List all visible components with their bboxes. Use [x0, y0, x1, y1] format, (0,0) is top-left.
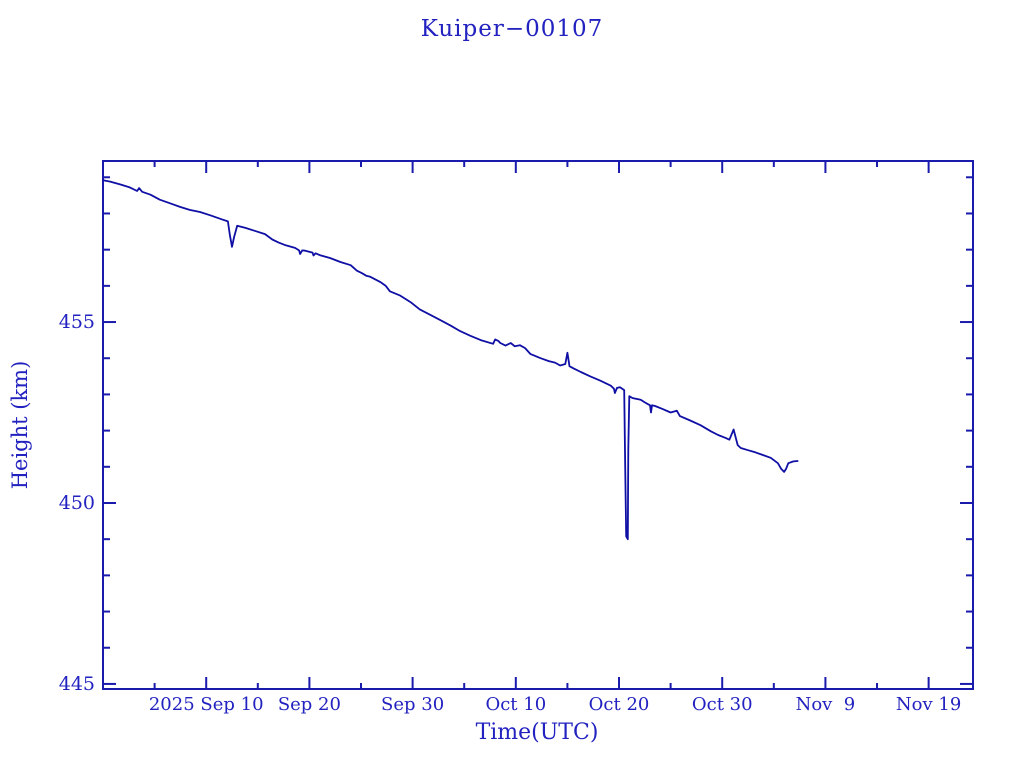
x-tick-label: Sep 20 [278, 694, 341, 715]
y-axis-title: Height (km) [8, 360, 32, 490]
y-tick-label: 450 [59, 492, 95, 514]
page-title: Kuiper−00107 [420, 16, 604, 42]
x-tick-label: Nov 19 [896, 694, 961, 715]
x-tick-label: Sep 30 [381, 694, 444, 715]
height-series-line [102, 179, 799, 541]
plot-frame [102, 160, 974, 690]
y-tick-label: 455 [59, 311, 95, 333]
x-tick-label: Oct 30 [692, 694, 753, 715]
x-tick-label: 2025 Sep 10 [149, 694, 264, 715]
x-tick-label: Nov 9 [796, 694, 856, 715]
y-tick-label: 445 [59, 673, 95, 695]
x-axis-title: Time(UTC) [475, 720, 599, 745]
x-tick-label: Oct 20 [589, 694, 650, 715]
x-tick-label: Oct 10 [485, 694, 546, 715]
